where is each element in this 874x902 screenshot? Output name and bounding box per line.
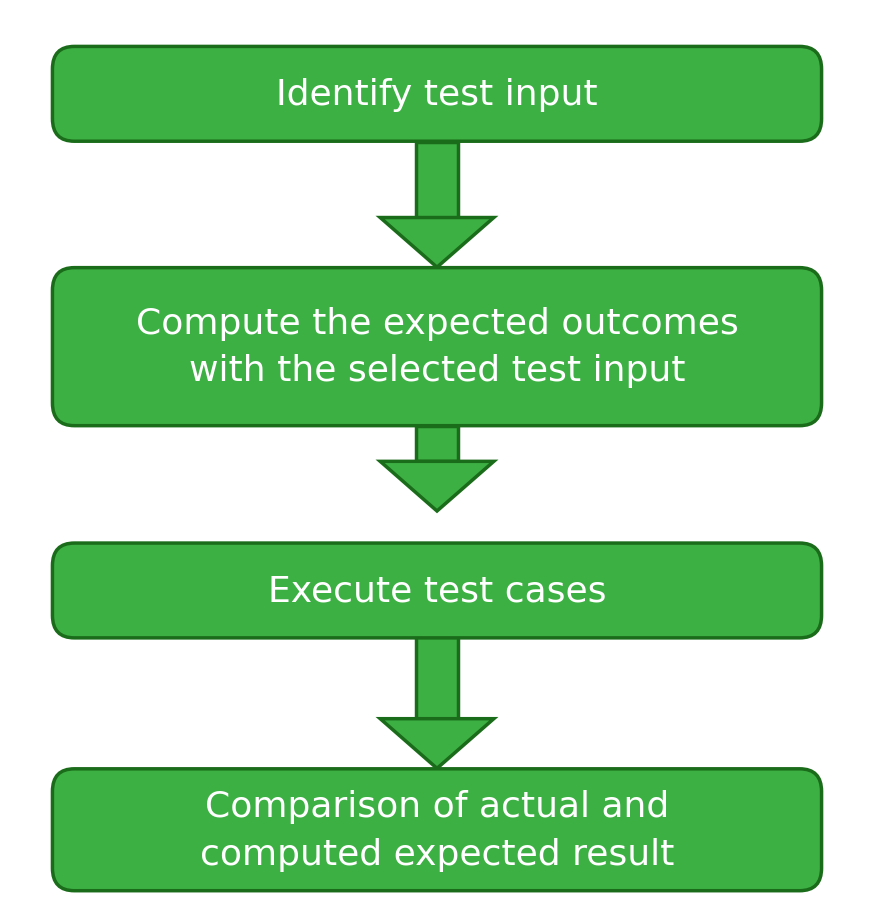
Text: Identify test input: Identify test input bbox=[276, 78, 598, 112]
FancyBboxPatch shape bbox=[416, 143, 458, 218]
Polygon shape bbox=[380, 462, 494, 511]
FancyBboxPatch shape bbox=[52, 269, 822, 427]
FancyBboxPatch shape bbox=[416, 427, 458, 462]
FancyBboxPatch shape bbox=[52, 47, 822, 142]
Polygon shape bbox=[380, 719, 494, 769]
Text: Comparison of actual and
computed expected result: Comparison of actual and computed expect… bbox=[200, 789, 674, 870]
FancyBboxPatch shape bbox=[52, 543, 822, 639]
Text: Execute test cases: Execute test cases bbox=[267, 574, 607, 608]
Polygon shape bbox=[380, 218, 494, 268]
FancyBboxPatch shape bbox=[52, 769, 822, 891]
FancyBboxPatch shape bbox=[416, 634, 458, 719]
Text: Compute the expected outcomes
with the selected test input: Compute the expected outcomes with the s… bbox=[135, 307, 739, 388]
